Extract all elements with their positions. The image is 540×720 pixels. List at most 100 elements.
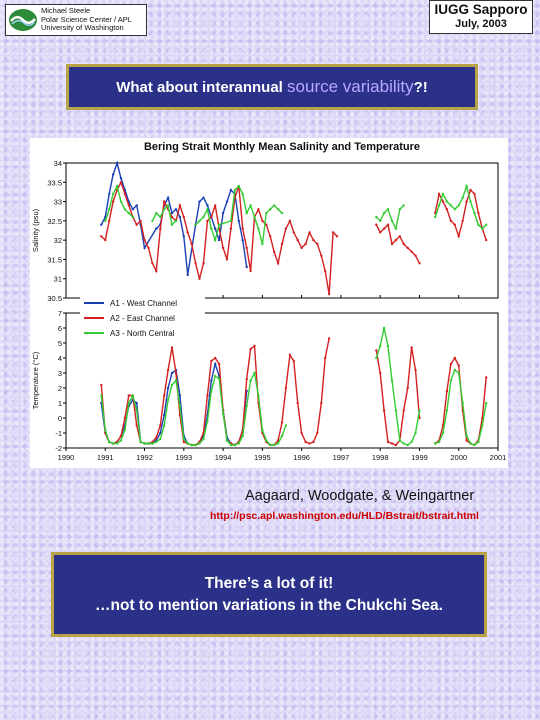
temperature-data-point — [198, 442, 201, 445]
salinity-data-point — [198, 277, 201, 280]
temperature-data-point — [155, 436, 158, 439]
temperature-data-point — [465, 434, 468, 438]
question-banner: What about interannual source variabilit… — [66, 64, 478, 110]
temperature-data-point — [449, 362, 453, 366]
salinity-y-tick-label: 31.5 — [47, 255, 62, 264]
legend-label-2: A2 - East Channel — [110, 314, 175, 323]
salinity-data-point — [182, 235, 185, 238]
temperature-data-point — [229, 443, 233, 447]
salinity-data-point — [131, 215, 134, 219]
salinity-data-point — [375, 215, 378, 219]
salinity-data-point — [485, 223, 488, 226]
salinity-data-point — [237, 184, 240, 188]
x-tick-label: 1992 — [136, 453, 153, 462]
salinity-data-point — [147, 246, 150, 250]
salinity-data-point — [229, 227, 233, 230]
salinity-data-point — [253, 215, 256, 219]
temperature-y-tick-label: 6 — [58, 324, 62, 333]
salinity-data-point — [202, 196, 205, 199]
temperature-data-point — [170, 346, 174, 349]
temperature-data-point — [441, 431, 445, 435]
conference-box: IUGG Sapporo July, 2003 — [429, 0, 533, 34]
salinity-data-point — [375, 223, 378, 226]
psc-logo-icon — [9, 9, 37, 31]
salinity-data-point — [159, 215, 162, 219]
salinity-data-point — [163, 208, 166, 211]
temperature-data-point — [437, 440, 441, 444]
salinity-data-point — [100, 235, 103, 238]
temperature-data-point — [119, 434, 123, 438]
temperature-data-point — [465, 439, 468, 442]
temperature-data-point — [379, 344, 382, 348]
salinity-y-tick-label: 31 — [54, 275, 62, 284]
salinity-data-point — [257, 227, 260, 230]
temperature-data-point — [221, 412, 225, 415]
salinity-data-point — [469, 200, 472, 203]
temperature-data-point — [166, 398, 170, 402]
x-tick-label: 1993 — [175, 453, 192, 462]
temperature-data-point — [131, 394, 134, 397]
temperature-data-point — [178, 404, 182, 408]
temperature-data-point — [445, 389, 449, 393]
salinity-data-point — [108, 208, 111, 211]
salinity-data-point — [382, 227, 386, 230]
salinity-data-point — [245, 265, 248, 269]
x-tick-label: 1999 — [411, 453, 428, 462]
note-line-1: There’s a lot of it! — [204, 575, 334, 592]
temperature-data-point — [245, 377, 248, 381]
salinity-data-point — [119, 177, 123, 180]
question-highlight: source variability — [287, 77, 414, 96]
salinity-data-point — [206, 204, 209, 207]
salinity-data-point — [221, 246, 225, 250]
temperature-data-point — [194, 443, 197, 447]
temperature-data-point — [485, 376, 488, 379]
salinity-data-point — [394, 238, 398, 242]
temperature-data-point — [170, 383, 174, 387]
salinity-data-point — [186, 273, 189, 277]
temperature-data-point — [288, 353, 292, 357]
temperature-data-point — [190, 443, 193, 447]
salinity-data-point — [210, 227, 213, 230]
temperature-data-point — [269, 443, 272, 447]
temperature-data-point — [324, 356, 327, 360]
salinity-data-point — [202, 262, 205, 265]
x-tick-label: 2000 — [450, 453, 467, 462]
salinity-data-point — [265, 223, 268, 226]
affiliation-university: University of Washington — [41, 23, 124, 33]
salinity-data-point — [316, 242, 319, 246]
affiliation-name: Michael Steele — [41, 6, 91, 16]
temperature-data-point — [210, 389, 213, 393]
salinity-data-point — [111, 200, 115, 203]
salinity-data-point — [410, 250, 413, 253]
salinity-data-point — [437, 204, 441, 207]
temperature-data-point — [414, 431, 417, 435]
salinity-data-point — [434, 215, 437, 219]
salinity-data-point — [469, 188, 472, 192]
salinity-data-point — [155, 269, 158, 273]
salinity-data-point — [245, 211, 248, 215]
salinity-data-point — [214, 204, 217, 207]
salinity-data-point — [170, 215, 174, 219]
temperature-data-point — [453, 368, 456, 372]
salinity-data-point — [453, 223, 456, 226]
temperature-data-point — [410, 346, 413, 349]
salinity-data-point — [127, 204, 130, 207]
salinity-data-point — [198, 200, 201, 203]
salinity-data-point — [453, 208, 456, 211]
salinity-data-point — [445, 208, 449, 211]
salinity-data-point — [261, 242, 264, 246]
temperature-data-point — [182, 437, 185, 441]
temperature-data-point — [261, 428, 264, 432]
temperature-data-point — [327, 337, 331, 340]
x-tick-label: 1990 — [58, 453, 75, 462]
source-url[interactable]: http://psc.apl.washington.edu/HLD/Bstrai… — [210, 510, 479, 522]
temperature-data-point — [284, 386, 288, 390]
temperature-data-point — [182, 440, 185, 444]
salinity-data-point — [182, 215, 185, 219]
salinity-data-point — [331, 231, 335, 234]
salinity-data-point — [441, 200, 445, 203]
temperature-data-point — [316, 431, 319, 435]
temperature-series-line-2 — [100, 338, 487, 446]
temperature-data-point — [115, 442, 119, 445]
temperature-data-point — [394, 443, 398, 447]
